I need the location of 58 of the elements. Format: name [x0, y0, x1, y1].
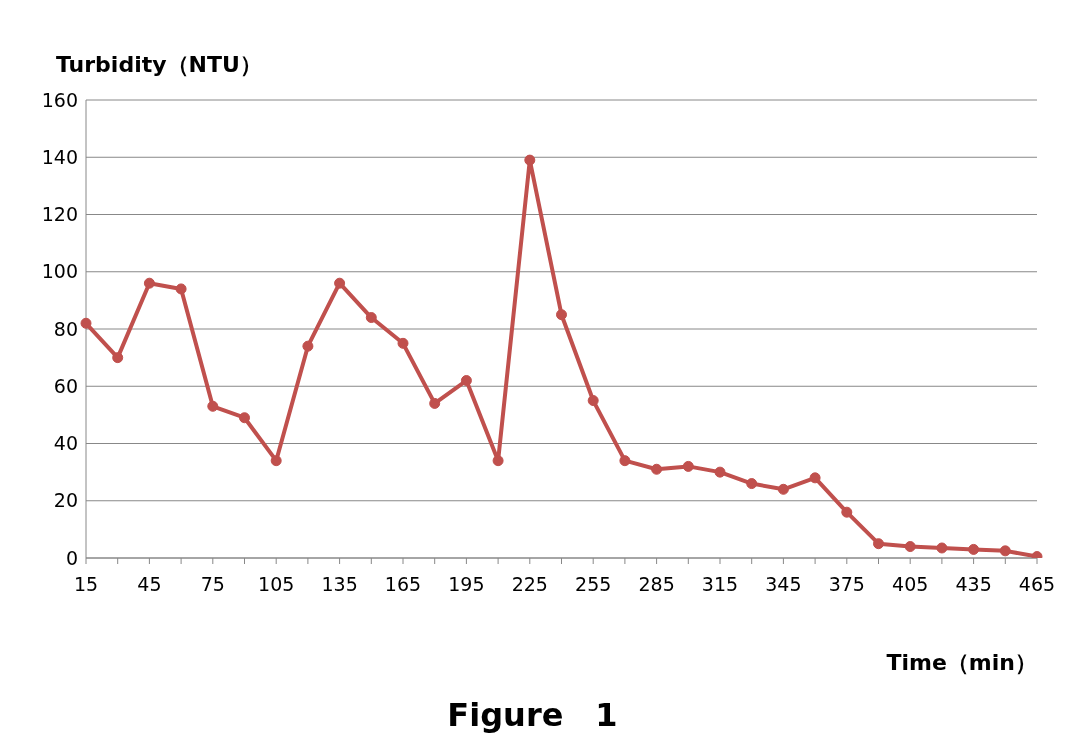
point [587, 395, 599, 407]
point [460, 375, 472, 387]
point [968, 543, 980, 555]
point [936, 542, 948, 554]
point [619, 455, 631, 467]
point [904, 541, 916, 553]
y-tick-label: 80 [53, 317, 78, 340]
y-tick-label: 100 [41, 260, 78, 283]
y-tick-label: 140 [41, 145, 78, 168]
point [841, 506, 853, 518]
point [556, 309, 567, 321]
point [112, 352, 124, 364]
x-tick-label: 375 [828, 573, 865, 596]
y-tick-label: 0 [65, 546, 78, 569]
point [746, 478, 758, 490]
point [809, 472, 821, 484]
y-axis-title: Turbidity（NTU） [56, 51, 262, 79]
point [777, 483, 789, 495]
point [651, 463, 663, 475]
point [429, 397, 441, 409]
y-tick-label: 60 [53, 374, 78, 397]
point [999, 545, 1011, 557]
point [270, 455, 282, 467]
point [302, 340, 314, 352]
x-tick-label: 75 [200, 573, 225, 596]
point [143, 277, 155, 289]
point [80, 317, 92, 329]
point [207, 400, 219, 412]
point [524, 154, 536, 166]
x-tick-label: 135 [321, 573, 358, 596]
point [714, 466, 726, 478]
point [873, 538, 884, 550]
x-tick-label: 405 [892, 573, 929, 596]
point [492, 455, 504, 467]
x-tick-label: 105 [258, 573, 295, 596]
x-tick-label: 225 [511, 573, 548, 596]
x-tick-label: 195 [448, 573, 485, 596]
point [682, 460, 694, 472]
point [397, 337, 409, 349]
x-tick-label: 285 [638, 573, 675, 596]
text: Figure 1 [446, 695, 619, 736]
x-tick-label: 15 [73, 573, 99, 596]
x-tick-label: 315 [701, 573, 739, 596]
point [334, 277, 346, 289]
point [239, 412, 250, 424]
point [175, 283, 187, 295]
y-tick-label: 40 [53, 432, 78, 455]
x-tick-label: 255 [575, 573, 612, 596]
y-tick-label: 120 [41, 203, 78, 226]
x-tick-label: 465 [1018, 573, 1056, 596]
x-tick-label: 165 [384, 573, 422, 596]
y-tick-label: 160 [41, 88, 78, 111]
x-axis-title: Time（min） [886, 649, 1037, 677]
x-tick-label: 45 [137, 573, 162, 596]
y-tick-label: 20 [53, 489, 78, 512]
x-tick-label: 435 [955, 573, 992, 596]
point [365, 312, 377, 324]
x-tick-label: 345 [765, 573, 802, 596]
